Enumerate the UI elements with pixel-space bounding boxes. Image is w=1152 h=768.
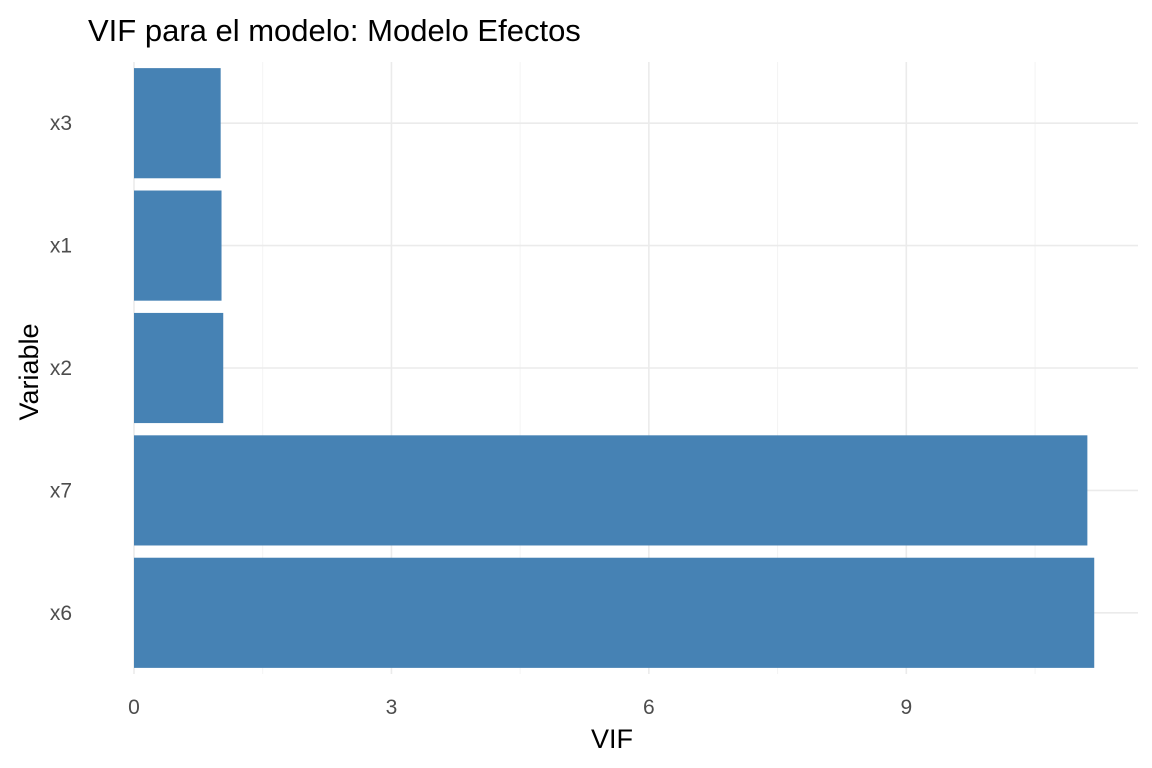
y-tick-label: x1 bbox=[50, 235, 72, 258]
bar-x6 bbox=[134, 557, 1095, 668]
y-tick-label: x7 bbox=[50, 479, 72, 502]
y-axis-title: Variable bbox=[14, 323, 44, 420]
x-tick-label: 0 bbox=[128, 696, 140, 719]
bar-x2 bbox=[134, 312, 224, 424]
chart-title: VIF para el modelo: Modelo Efectos bbox=[88, 13, 581, 48]
x-tick-label: 3 bbox=[386, 696, 398, 719]
x-axis-title: VIF bbox=[591, 724, 633, 754]
bars bbox=[134, 68, 1095, 668]
y-tick-labels: x3 x1 x2 x7 x6 bbox=[50, 112, 72, 625]
y-tick-label: x3 bbox=[50, 112, 72, 135]
x-tick-label: 6 bbox=[643, 696, 655, 719]
x-tick-labels: 0 3 6 9 bbox=[128, 696, 912, 719]
bar-x3 bbox=[134, 68, 221, 179]
y-tick-label: x2 bbox=[50, 357, 72, 380]
bar-x7 bbox=[134, 435, 1088, 546]
bar-x1 bbox=[134, 190, 222, 301]
y-tick-label: x6 bbox=[50, 602, 72, 625]
x-tick-label: 9 bbox=[900, 696, 912, 719]
